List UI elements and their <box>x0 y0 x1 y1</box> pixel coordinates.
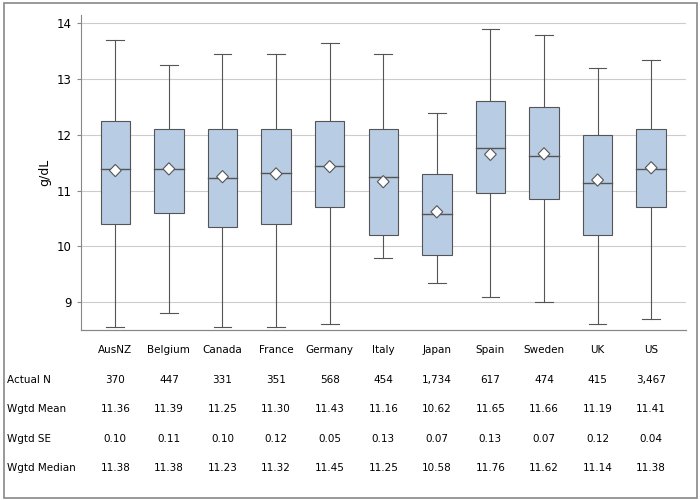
Text: 454: 454 <box>373 375 393 385</box>
Text: 474: 474 <box>534 375 554 385</box>
Bar <box>583 135 612 235</box>
Text: 11.25: 11.25 <box>208 404 237 414</box>
Bar <box>529 107 559 199</box>
Bar <box>315 121 344 208</box>
Bar <box>208 130 237 227</box>
Text: 11.65: 11.65 <box>475 404 505 414</box>
Text: 351: 351 <box>266 375 286 385</box>
Bar <box>422 174 452 254</box>
Text: 11.62: 11.62 <box>529 464 559 473</box>
Text: 11.38: 11.38 <box>154 464 184 473</box>
Text: 0.12: 0.12 <box>265 434 288 444</box>
Text: 11.41: 11.41 <box>636 404 666 414</box>
Text: 10.62: 10.62 <box>422 404 452 414</box>
Polygon shape <box>431 206 442 218</box>
Text: 11.25: 11.25 <box>368 464 398 473</box>
Polygon shape <box>163 162 175 175</box>
Text: 11.38: 11.38 <box>100 464 130 473</box>
Text: 447: 447 <box>159 375 179 385</box>
Bar <box>476 102 505 194</box>
Text: 11.39: 11.39 <box>154 404 184 414</box>
Text: 11.16: 11.16 <box>368 404 398 414</box>
Text: 11.66: 11.66 <box>529 404 559 414</box>
Text: Germany: Germany <box>306 345 354 355</box>
Bar <box>368 130 398 235</box>
Text: 1,734: 1,734 <box>422 375 452 385</box>
Text: 568: 568 <box>320 375 340 385</box>
Text: US: US <box>644 345 658 355</box>
Text: Italy: Italy <box>372 345 395 355</box>
Text: Japan: Japan <box>422 345 452 355</box>
Text: 331: 331 <box>213 375 232 385</box>
Text: 11.36: 11.36 <box>100 404 130 414</box>
Text: Actual N: Actual N <box>7 375 51 385</box>
Text: 0.05: 0.05 <box>318 434 341 444</box>
Text: 11.32: 11.32 <box>261 464 291 473</box>
Bar <box>101 121 130 224</box>
Polygon shape <box>377 176 389 188</box>
Bar <box>261 130 290 224</box>
Text: 11.23: 11.23 <box>208 464 237 473</box>
Text: 0.13: 0.13 <box>372 434 395 444</box>
Text: 11.45: 11.45 <box>315 464 344 473</box>
Polygon shape <box>592 174 603 186</box>
Polygon shape <box>324 160 335 173</box>
Text: 0.12: 0.12 <box>586 434 609 444</box>
Polygon shape <box>645 162 657 174</box>
Bar <box>154 130 183 213</box>
Text: 11.14: 11.14 <box>582 464 612 473</box>
Text: AusNZ: AusNZ <box>98 345 132 355</box>
Polygon shape <box>538 148 550 160</box>
Bar <box>636 130 666 208</box>
Text: 0.10: 0.10 <box>211 434 234 444</box>
Text: 11.19: 11.19 <box>582 404 612 414</box>
Text: 0.10: 0.10 <box>104 434 127 444</box>
Text: 0.07: 0.07 <box>426 434 448 444</box>
Text: France: France <box>259 345 293 355</box>
Text: 11.76: 11.76 <box>475 464 505 473</box>
Text: 11.38: 11.38 <box>636 464 666 473</box>
Text: 11.43: 11.43 <box>315 404 344 414</box>
Polygon shape <box>270 168 282 180</box>
Polygon shape <box>484 148 496 160</box>
Text: 11.30: 11.30 <box>261 404 291 414</box>
Polygon shape <box>216 170 228 183</box>
Polygon shape <box>109 164 121 176</box>
Text: 370: 370 <box>106 375 125 385</box>
Text: 0.13: 0.13 <box>479 434 502 444</box>
Text: Wgtd SE: Wgtd SE <box>7 434 51 444</box>
Text: 0.11: 0.11 <box>158 434 181 444</box>
Text: Canada: Canada <box>202 345 242 355</box>
Text: UK: UK <box>591 345 605 355</box>
Text: 10.58: 10.58 <box>422 464 452 473</box>
Text: Wgtd Mean: Wgtd Mean <box>7 404 66 414</box>
Text: 617: 617 <box>480 375 500 385</box>
Text: 0.07: 0.07 <box>533 434 556 444</box>
Text: Belgium: Belgium <box>148 345 190 355</box>
Text: 3,467: 3,467 <box>636 375 666 385</box>
Text: Spain: Spain <box>476 345 505 355</box>
Text: 0.04: 0.04 <box>640 434 663 444</box>
Text: Wgtd Median: Wgtd Median <box>7 464 76 473</box>
Text: Sweden: Sweden <box>524 345 565 355</box>
Text: 415: 415 <box>587 375 608 385</box>
Y-axis label: g/dL: g/dL <box>38 159 51 186</box>
